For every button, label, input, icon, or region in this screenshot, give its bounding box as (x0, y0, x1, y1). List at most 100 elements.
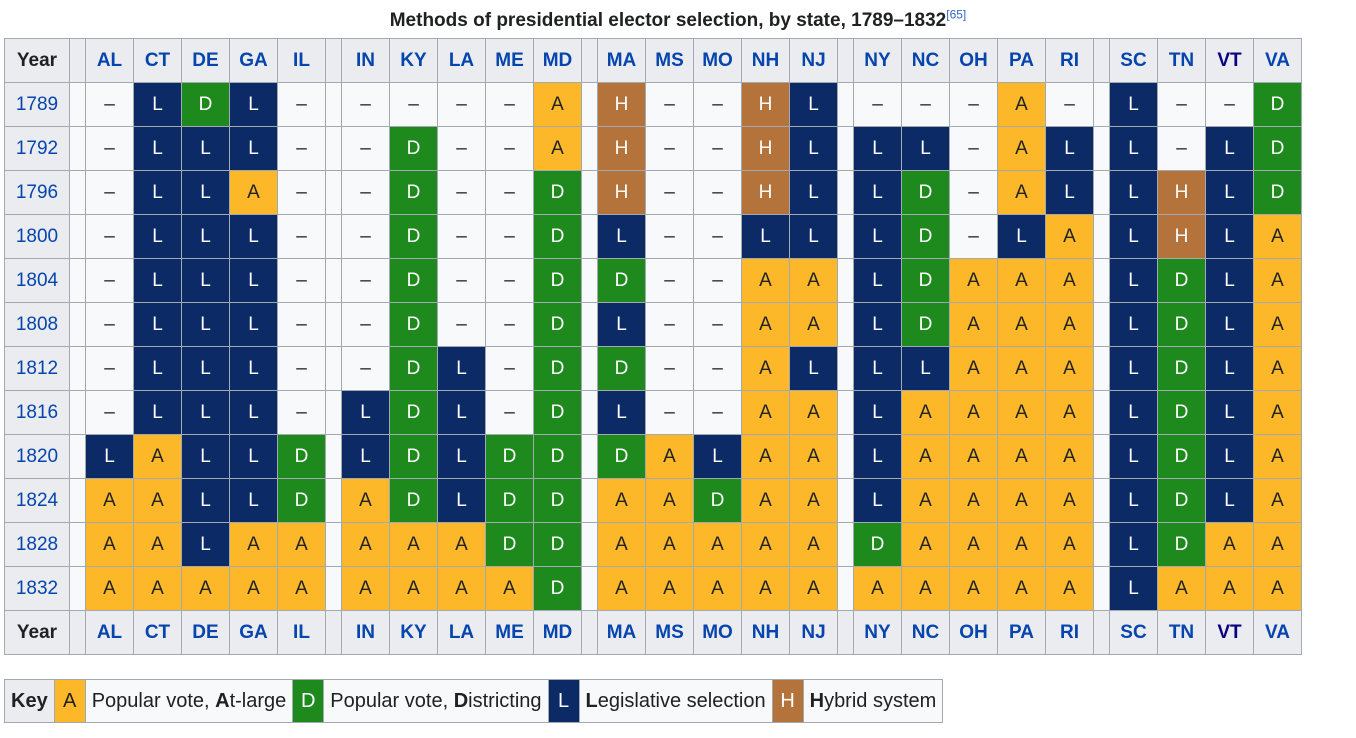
method-cell-ma-1800: L (597, 214, 646, 259)
header-state-link-ga[interactable]: GA (229, 38, 278, 83)
method-cell-ms-1828: A (645, 522, 694, 567)
header-state-link-in[interactable]: IN (341, 38, 390, 83)
header-state-link-sc[interactable]: SC (1109, 38, 1158, 83)
header-state-link-ct[interactable]: CT (133, 38, 182, 83)
column-gap (837, 610, 854, 655)
footer-state-link-ky[interactable]: KY (389, 610, 438, 655)
header-state-link-oh[interactable]: OH (949, 38, 998, 83)
column-gap (325, 478, 342, 523)
header-state-link-la[interactable]: LA (437, 38, 486, 83)
year-link-1812[interactable]: 1812 (4, 346, 70, 391)
year-link-1816[interactable]: 1816 (4, 390, 70, 435)
footer-state-link-va[interactable]: VA (1253, 610, 1302, 655)
method-cell-me-1796: – (485, 170, 534, 215)
year-link-1800[interactable]: 1800 (4, 214, 70, 259)
method-cell-in-1808: – (341, 302, 390, 347)
header-state-link-me[interactable]: ME (485, 38, 534, 83)
footer-state-link-ga[interactable]: GA (229, 610, 278, 655)
year-link-1792[interactable]: 1792 (4, 126, 70, 171)
method-cell-pa-1820: A (997, 434, 1046, 479)
year-link-1789[interactable]: 1789 (4, 82, 70, 127)
header-state-link-ri[interactable]: RI (1045, 38, 1094, 83)
method-cell-mo-1796: – (693, 170, 742, 215)
year-link-1804[interactable]: 1804 (4, 258, 70, 303)
method-cell-ga-1796: A (229, 170, 278, 215)
header-state-link-nh[interactable]: NH (741, 38, 790, 83)
footer-state-link-sc[interactable]: SC (1109, 610, 1158, 655)
footer-state-link-tn[interactable]: TN (1157, 610, 1206, 655)
footer-state-link-al[interactable]: AL (85, 610, 134, 655)
footer-state-link-md[interactable]: MD (533, 610, 582, 655)
footer-state-link-me[interactable]: ME (485, 610, 534, 655)
footer-state-link-ny[interactable]: NY (853, 610, 902, 655)
table-row: 1820 L A L L D L D L D D D A L A A L A A A A L D L A (4, 434, 1302, 479)
footer-state-link-nh[interactable]: NH (741, 610, 790, 655)
method-cell-il-1796: – (277, 170, 326, 215)
footer-state-link-ma[interactable]: MA (597, 610, 646, 655)
year-link-1824[interactable]: 1824 (4, 478, 70, 523)
column-gap (837, 214, 854, 259)
method-cell-in-1816: L (341, 390, 390, 435)
year-link-1796[interactable]: 1796 (4, 170, 70, 215)
header-state-link-md[interactable]: MD (533, 38, 582, 83)
header-state-link-nc[interactable]: NC (901, 38, 950, 83)
header-state-link-ma[interactable]: MA (597, 38, 646, 83)
footer-state-link-ri[interactable]: RI (1045, 610, 1094, 655)
method-cell-tn-1820: D (1157, 434, 1206, 479)
year-link-1808[interactable]: 1808 (4, 302, 70, 347)
header-state-link-pa[interactable]: PA (997, 38, 1046, 83)
method-cell-il-1800: – (277, 214, 326, 259)
method-cell-oh-1800: – (949, 214, 998, 259)
header-state-link-ky[interactable]: KY (389, 38, 438, 83)
header-state-link-al[interactable]: AL (85, 38, 134, 83)
column-gap (1093, 346, 1110, 391)
method-cell-al-1816: – (85, 390, 134, 435)
key-initial: L (585, 689, 598, 712)
method-cell-nj-1820: A (789, 434, 838, 479)
header-state-link-va[interactable]: VA (1253, 38, 1302, 83)
footer-state-link-pa[interactable]: PA (997, 610, 1046, 655)
method-cell-ny-1820: L (853, 434, 902, 479)
method-cell-ma-1792: H (597, 126, 646, 171)
header-state-link-il[interactable]: IL (277, 38, 326, 83)
footer-state-link-ms[interactable]: MS (645, 610, 694, 655)
footer-state-link-ct[interactable]: CT (133, 610, 182, 655)
method-cell-nj-1824: A (789, 478, 838, 523)
footer-state-link-il[interactable]: IL (277, 610, 326, 655)
header-state-link-mo[interactable]: MO (693, 38, 742, 83)
year-link-1820[interactable]: 1820 (4, 434, 70, 479)
footer-state-link-vt[interactable]: VT (1205, 610, 1254, 655)
method-cell-ga-1789: L (229, 82, 278, 127)
method-cell-vt-1789: – (1205, 82, 1254, 127)
method-cell-ct-1796: L (133, 170, 182, 215)
footer-state-link-oh[interactable]: OH (949, 610, 998, 655)
method-cell-ky-1824: D (389, 478, 438, 523)
footer-state-link-in[interactable]: IN (341, 610, 390, 655)
method-cell-ga-1820: L (229, 434, 278, 479)
footer-state-link-nj[interactable]: NJ (789, 610, 838, 655)
footer-state-link-la[interactable]: LA (437, 610, 486, 655)
header-state-link-de[interactable]: DE (181, 38, 230, 83)
method-cell-il-1789: – (277, 82, 326, 127)
year-link-1828[interactable]: 1828 (4, 522, 70, 567)
column-gap (325, 38, 342, 83)
method-cell-il-1816: – (277, 390, 326, 435)
header-state-link-nj[interactable]: NJ (789, 38, 838, 83)
method-cell-oh-1808: A (949, 302, 998, 347)
header-state-link-ms[interactable]: MS (645, 38, 694, 83)
method-cell-nj-1804: A (789, 258, 838, 303)
method-cell-mo-1832: A (693, 566, 742, 611)
header-state-link-vt[interactable]: VT (1205, 38, 1254, 83)
year-link-1832[interactable]: 1832 (4, 566, 70, 611)
column-gap (69, 258, 86, 303)
method-cell-al-1800: – (85, 214, 134, 259)
footer-state-link-mo[interactable]: MO (693, 610, 742, 655)
caption-reference-link[interactable]: [65] (946, 7, 967, 22)
method-cell-al-1789: – (85, 82, 134, 127)
footer-state-link-nc[interactable]: NC (901, 610, 950, 655)
method-cell-nj-1808: A (789, 302, 838, 347)
column-gap (837, 258, 854, 303)
header-state-link-ny[interactable]: NY (853, 38, 902, 83)
header-state-link-tn[interactable]: TN (1157, 38, 1206, 83)
footer-state-link-de[interactable]: DE (181, 610, 230, 655)
